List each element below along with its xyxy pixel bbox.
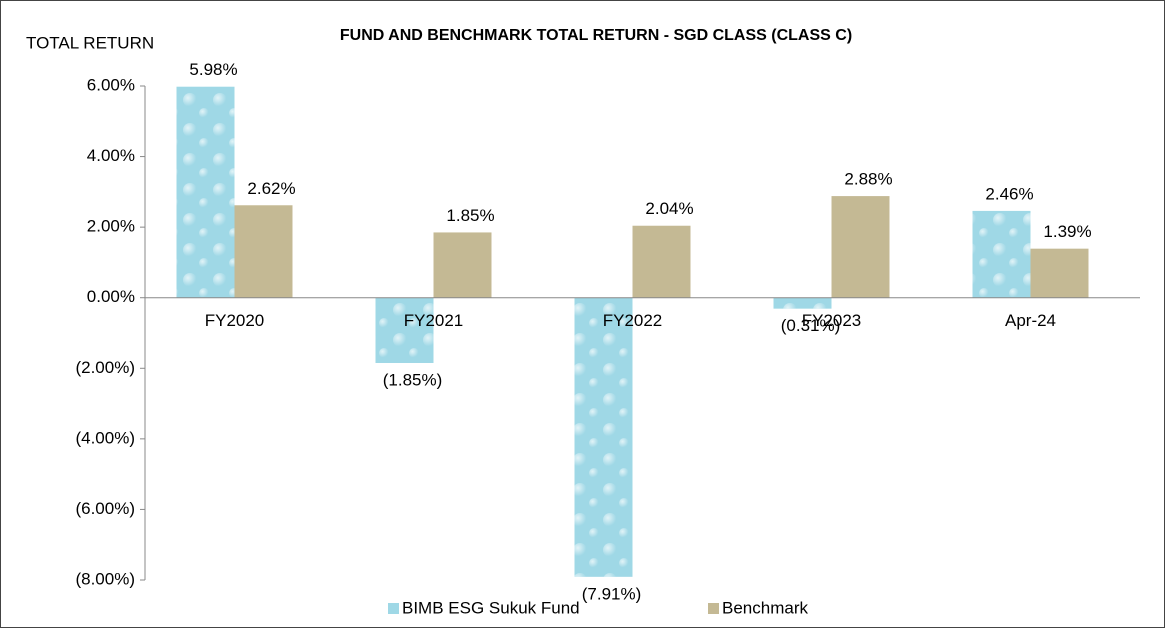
bar-texture: [574, 297, 633, 577]
bar-texture: [773, 297, 832, 309]
legend-swatch: [388, 603, 399, 614]
chart-title: FUND AND BENCHMARK TOTAL RETURN - SGD CL…: [340, 27, 852, 44]
value-label: 2.04%: [645, 199, 693, 218]
legend-label: Benchmark: [722, 598, 808, 617]
x-tick-label: FY2021: [404, 311, 464, 330]
x-tick-label: FY2023: [802, 311, 862, 330]
y-tick-label: (6.00%): [75, 499, 135, 518]
value-label: 1.85%: [446, 206, 494, 225]
bar-texture: [972, 210, 1031, 298]
bar: [1030, 248, 1089, 298]
value-label: 1.39%: [1043, 222, 1091, 241]
legend-label: BIMB ESG Sukuk Fund: [402, 598, 580, 617]
value-label: 2.62%: [247, 179, 295, 198]
y-tick-label: (4.00%): [75, 428, 135, 447]
value-label: 5.98%: [189, 60, 237, 79]
value-label: 2.46%: [985, 184, 1033, 203]
y-tick-label: 6.00%: [87, 75, 135, 94]
y-tick-label: 4.00%: [87, 146, 135, 165]
y-tick-label: (8.00%): [75, 569, 135, 588]
bar: [632, 225, 691, 298]
bar-texture: [375, 297, 434, 363]
bar-texture: [176, 86, 235, 298]
y-axis-label: TOTAL RETURN: [26, 33, 154, 52]
legend-swatch: [708, 603, 719, 614]
value-label: (7.91%): [582, 584, 642, 603]
y-tick-label: 2.00%: [87, 217, 135, 236]
x-tick-label: FY2020: [205, 311, 265, 330]
value-label: 2.88%: [844, 170, 892, 189]
x-tick-label: FY2022: [603, 311, 663, 330]
bar: [433, 232, 492, 298]
value-label: (0.31%): [781, 316, 841, 335]
bar: [234, 205, 293, 298]
value-label: (1.85%): [383, 370, 443, 389]
x-tick-label: Apr-24: [1005, 311, 1056, 330]
bar: [831, 196, 890, 298]
y-tick-label: (2.00%): [75, 358, 135, 377]
y-tick-label: 0.00%: [87, 287, 135, 306]
